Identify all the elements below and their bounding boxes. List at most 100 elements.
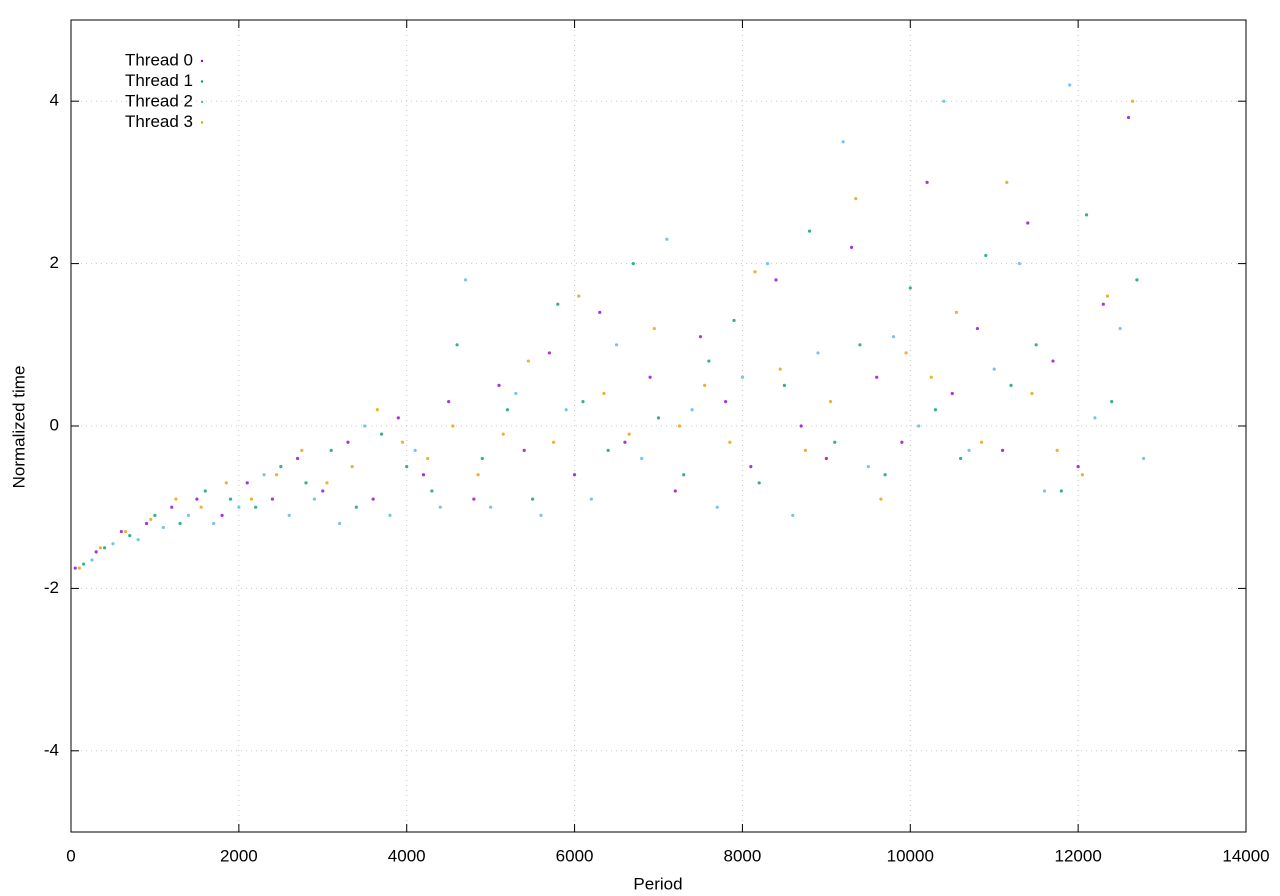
point bbox=[396, 416, 400, 420]
point bbox=[463, 278, 468, 282]
point bbox=[908, 286, 912, 290]
point bbox=[1005, 180, 1009, 184]
x-tick-label: 0 bbox=[66, 846, 75, 865]
point bbox=[984, 253, 988, 258]
point bbox=[174, 497, 178, 501]
x-axis-label: Period bbox=[633, 874, 682, 893]
point bbox=[1105, 294, 1110, 298]
legend-marker bbox=[200, 121, 204, 124]
point bbox=[451, 424, 455, 428]
point bbox=[791, 513, 795, 517]
point bbox=[1131, 99, 1135, 103]
x-tick-label: 12000 bbox=[1055, 846, 1102, 865]
point bbox=[312, 497, 316, 501]
point bbox=[816, 351, 820, 355]
point bbox=[438, 505, 442, 509]
point bbox=[203, 489, 207, 493]
point bbox=[833, 440, 837, 444]
point bbox=[703, 383, 707, 387]
point bbox=[975, 326, 980, 331]
point bbox=[740, 375, 745, 379]
point bbox=[279, 465, 283, 469]
point bbox=[354, 505, 358, 509]
point bbox=[388, 513, 392, 517]
legend-label: Thread 0 bbox=[125, 50, 193, 69]
point bbox=[724, 400, 728, 404]
point bbox=[1030, 391, 1034, 396]
point bbox=[472, 497, 476, 501]
point bbox=[824, 456, 828, 461]
point bbox=[480, 456, 484, 461]
x-tick-label: 4000 bbox=[388, 846, 426, 865]
x-tick-label: 8000 bbox=[724, 846, 762, 865]
point bbox=[572, 473, 577, 477]
point bbox=[195, 497, 199, 501]
point bbox=[753, 270, 757, 274]
point bbox=[186, 513, 191, 517]
point bbox=[879, 497, 883, 501]
point bbox=[652, 326, 656, 331]
point bbox=[119, 529, 123, 534]
point bbox=[321, 489, 325, 493]
point bbox=[732, 318, 736, 323]
point bbox=[656, 416, 661, 420]
point bbox=[854, 197, 858, 201]
point bbox=[489, 505, 493, 509]
point bbox=[774, 278, 778, 282]
point bbox=[900, 440, 904, 444]
point bbox=[149, 517, 153, 521]
point bbox=[1055, 448, 1059, 452]
point bbox=[1001, 448, 1005, 452]
point bbox=[891, 335, 896, 339]
point bbox=[698, 335, 703, 339]
point bbox=[904, 351, 908, 355]
point bbox=[942, 99, 946, 103]
point bbox=[1126, 115, 1131, 120]
point bbox=[715, 505, 719, 509]
point bbox=[73, 566, 77, 570]
legend-label: Thread 3 bbox=[125, 112, 193, 131]
point bbox=[90, 558, 94, 562]
point bbox=[94, 550, 98, 554]
point bbox=[350, 465, 354, 469]
point bbox=[123, 529, 128, 534]
point bbox=[413, 448, 417, 452]
point bbox=[828, 400, 833, 404]
point bbox=[1026, 221, 1030, 225]
point bbox=[1017, 262, 1021, 266]
point bbox=[199, 505, 203, 509]
point bbox=[371, 497, 375, 501]
point bbox=[514, 391, 518, 396]
point bbox=[304, 481, 308, 485]
point bbox=[531, 497, 535, 501]
point bbox=[325, 481, 329, 485]
point bbox=[883, 473, 887, 477]
point bbox=[631, 262, 635, 266]
point bbox=[875, 375, 879, 379]
point bbox=[455, 343, 459, 347]
point bbox=[598, 310, 602, 314]
point bbox=[682, 473, 686, 477]
point bbox=[917, 424, 921, 428]
legend-marker bbox=[200, 80, 204, 83]
point bbox=[690, 408, 694, 412]
y-tick-label: 0 bbox=[50, 415, 59, 434]
point bbox=[778, 367, 782, 371]
point bbox=[539, 513, 543, 517]
point bbox=[501, 432, 505, 436]
x-tick-label: 6000 bbox=[556, 846, 594, 865]
point bbox=[329, 448, 333, 452]
point bbox=[228, 497, 233, 501]
point bbox=[577, 294, 581, 298]
point bbox=[623, 440, 627, 444]
point bbox=[212, 521, 216, 526]
point bbox=[673, 489, 677, 493]
point bbox=[245, 481, 249, 485]
point bbox=[296, 456, 300, 461]
point bbox=[220, 513, 224, 517]
point bbox=[959, 456, 963, 461]
point bbox=[992, 367, 996, 371]
point bbox=[1068, 83, 1072, 87]
point bbox=[111, 542, 115, 546]
